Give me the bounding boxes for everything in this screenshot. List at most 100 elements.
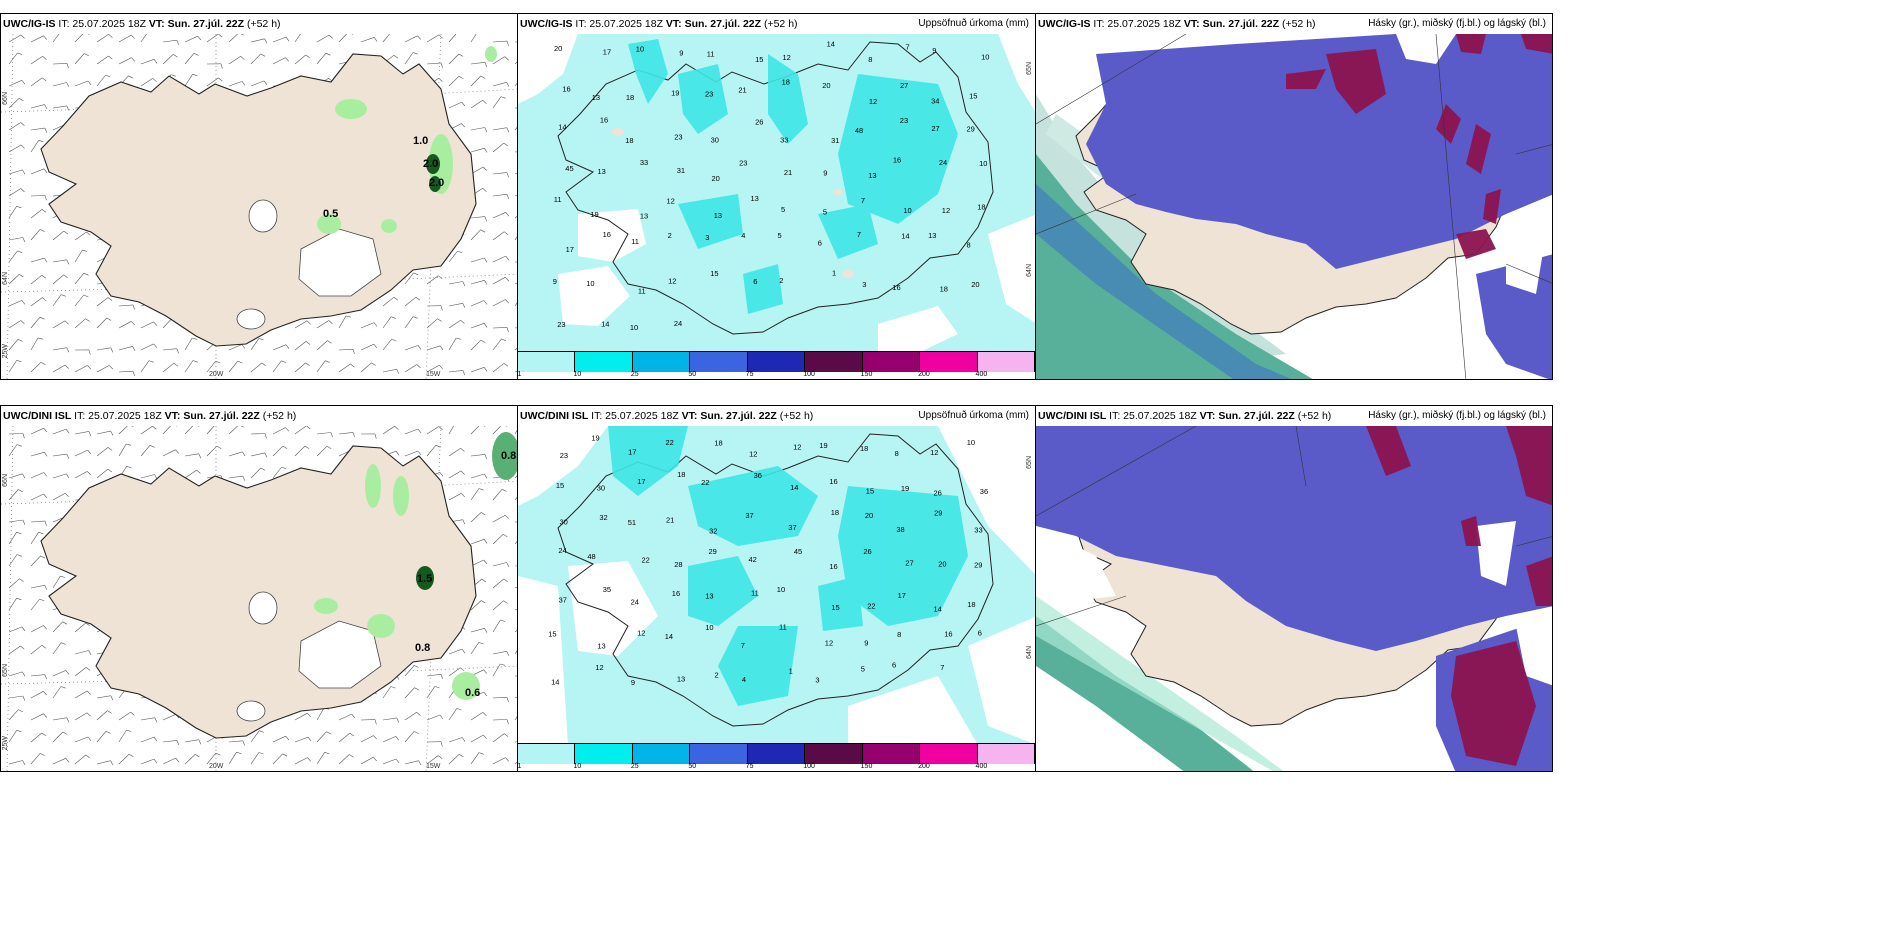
wind-barb	[404, 52, 414, 65]
wind-barb	[140, 758, 155, 765]
wind-barb	[426, 34, 440, 43]
precip-value: 12	[668, 277, 676, 286]
wind-barb-flag	[110, 347, 114, 353]
wind-barb-flag	[285, 57, 290, 62]
wind-barb-flag	[462, 303, 466, 308]
wind-barb	[8, 250, 18, 263]
wind-barb	[228, 451, 243, 457]
wind-barb-flag	[482, 734, 487, 739]
wind-barb-flag	[44, 257, 48, 263]
wind-barb-flag	[345, 315, 351, 318]
wind-barb	[492, 757, 506, 765]
wind-barb-flag	[82, 249, 88, 252]
precip-value: 7	[906, 43, 910, 52]
panel-ig-precip: UWC/IG-IS IT: 25.07.2025 18Z VT: Sun. 27…	[517, 13, 1036, 380]
wind-barb	[514, 716, 517, 721]
wind-barb	[30, 77, 43, 87]
wind-barb	[30, 274, 43, 285]
wind-barb	[316, 707, 325, 721]
wind-barb-flag	[373, 756, 377, 762]
wind-barb	[470, 216, 485, 219]
wind-barb-flag	[461, 101, 466, 107]
wind-barb	[52, 82, 67, 87]
precip-value: 37	[745, 511, 753, 520]
wind-barb-flag	[461, 123, 466, 128]
wind-barb-flag	[109, 365, 114, 370]
precip-value: 24	[674, 319, 682, 328]
wind-barb-flag	[153, 321, 158, 326]
wind-barb-flag	[153, 59, 158, 64]
wind-barb-flag	[43, 493, 48, 498]
wind-barb	[514, 650, 517, 655]
wind-barb-flag	[173, 362, 179, 367]
precip-value: 29	[709, 547, 717, 556]
wind-barb	[30, 520, 46, 523]
wind-barb-flag	[462, 737, 466, 742]
wind-barb-flag	[87, 449, 92, 455]
wind-barb	[250, 730, 260, 743]
legend-swatch	[632, 352, 691, 372]
wind-barb	[140, 426, 153, 435]
wind-barb	[316, 432, 331, 435]
wind-barb	[382, 369, 397, 373]
wind-barb-flag	[43, 691, 47, 696]
lat-label: 65N	[2, 664, 9, 677]
precip-value: 23	[674, 133, 682, 142]
wind-barb	[52, 686, 62, 699]
panel-header: UWC/DINI ISL IT: 25.07.2025 18Z VT: Sun.…	[518, 406, 1035, 426]
precip-value: 3	[862, 280, 866, 289]
wind-barb-flag	[326, 731, 332, 735]
wind-barb-flag	[83, 272, 89, 276]
wind-barb	[30, 35, 44, 43]
wind-barb-flag	[83, 294, 89, 298]
wind-barb	[8, 360, 17, 373]
precip-value: 20	[865, 511, 873, 520]
wind-barb	[514, 761, 517, 765]
precip-value: 17	[637, 477, 645, 486]
wind-barb	[8, 645, 21, 655]
legend-swatch	[747, 352, 806, 372]
precip-value: 21	[784, 168, 792, 177]
precip-value: 16	[600, 116, 608, 125]
precip-value: 2	[715, 671, 719, 680]
precip-value: 15	[548, 629, 556, 638]
wind-barb-flag	[461, 493, 465, 498]
wind-barb-flag	[16, 730, 22, 733]
wind-barb	[492, 489, 503, 501]
wind-barb-flag	[44, 521, 47, 526]
wind-barb-flag	[502, 534, 508, 538]
wind-barb-flag	[20, 34, 25, 39]
wind-barb-flag	[22, 473, 26, 479]
precip-value: 13	[868, 171, 876, 180]
wind-barb-flag	[393, 296, 399, 301]
wind-barb	[492, 96, 502, 109]
precip-value: 12	[595, 663, 603, 672]
precip-value: 6	[818, 238, 822, 247]
wind-barb-flag	[281, 360, 287, 363]
wind-barb-flag	[438, 364, 443, 370]
precip-value: 13	[597, 641, 605, 650]
precip-value: 14	[790, 483, 798, 492]
wind-barb	[30, 451, 45, 457]
wind-barb	[228, 752, 237, 765]
wind-barb	[404, 316, 414, 329]
wind-barb	[492, 277, 506, 285]
wind-barb-flag	[198, 739, 202, 745]
precip-value: 17	[628, 448, 636, 457]
wind-barb	[470, 62, 485, 65]
wind-barb	[294, 736, 309, 743]
wind-barb-flag	[241, 344, 246, 349]
legend-swatch	[518, 352, 576, 372]
wind-barb-flag	[198, 453, 202, 459]
precip-value: 10	[903, 206, 911, 215]
wind-barb-flag	[505, 277, 510, 282]
wind-barb-flag	[105, 731, 111, 734]
precip-value: 33	[640, 158, 648, 167]
wind-barb	[52, 621, 63, 633]
precip-value: 15	[710, 269, 718, 278]
wind-barb-flag	[63, 274, 68, 278]
wind-barb	[492, 363, 505, 373]
precip-value: 22	[642, 556, 650, 565]
wind-barb-flag	[16, 206, 22, 209]
precip-value: 5	[781, 205, 785, 214]
